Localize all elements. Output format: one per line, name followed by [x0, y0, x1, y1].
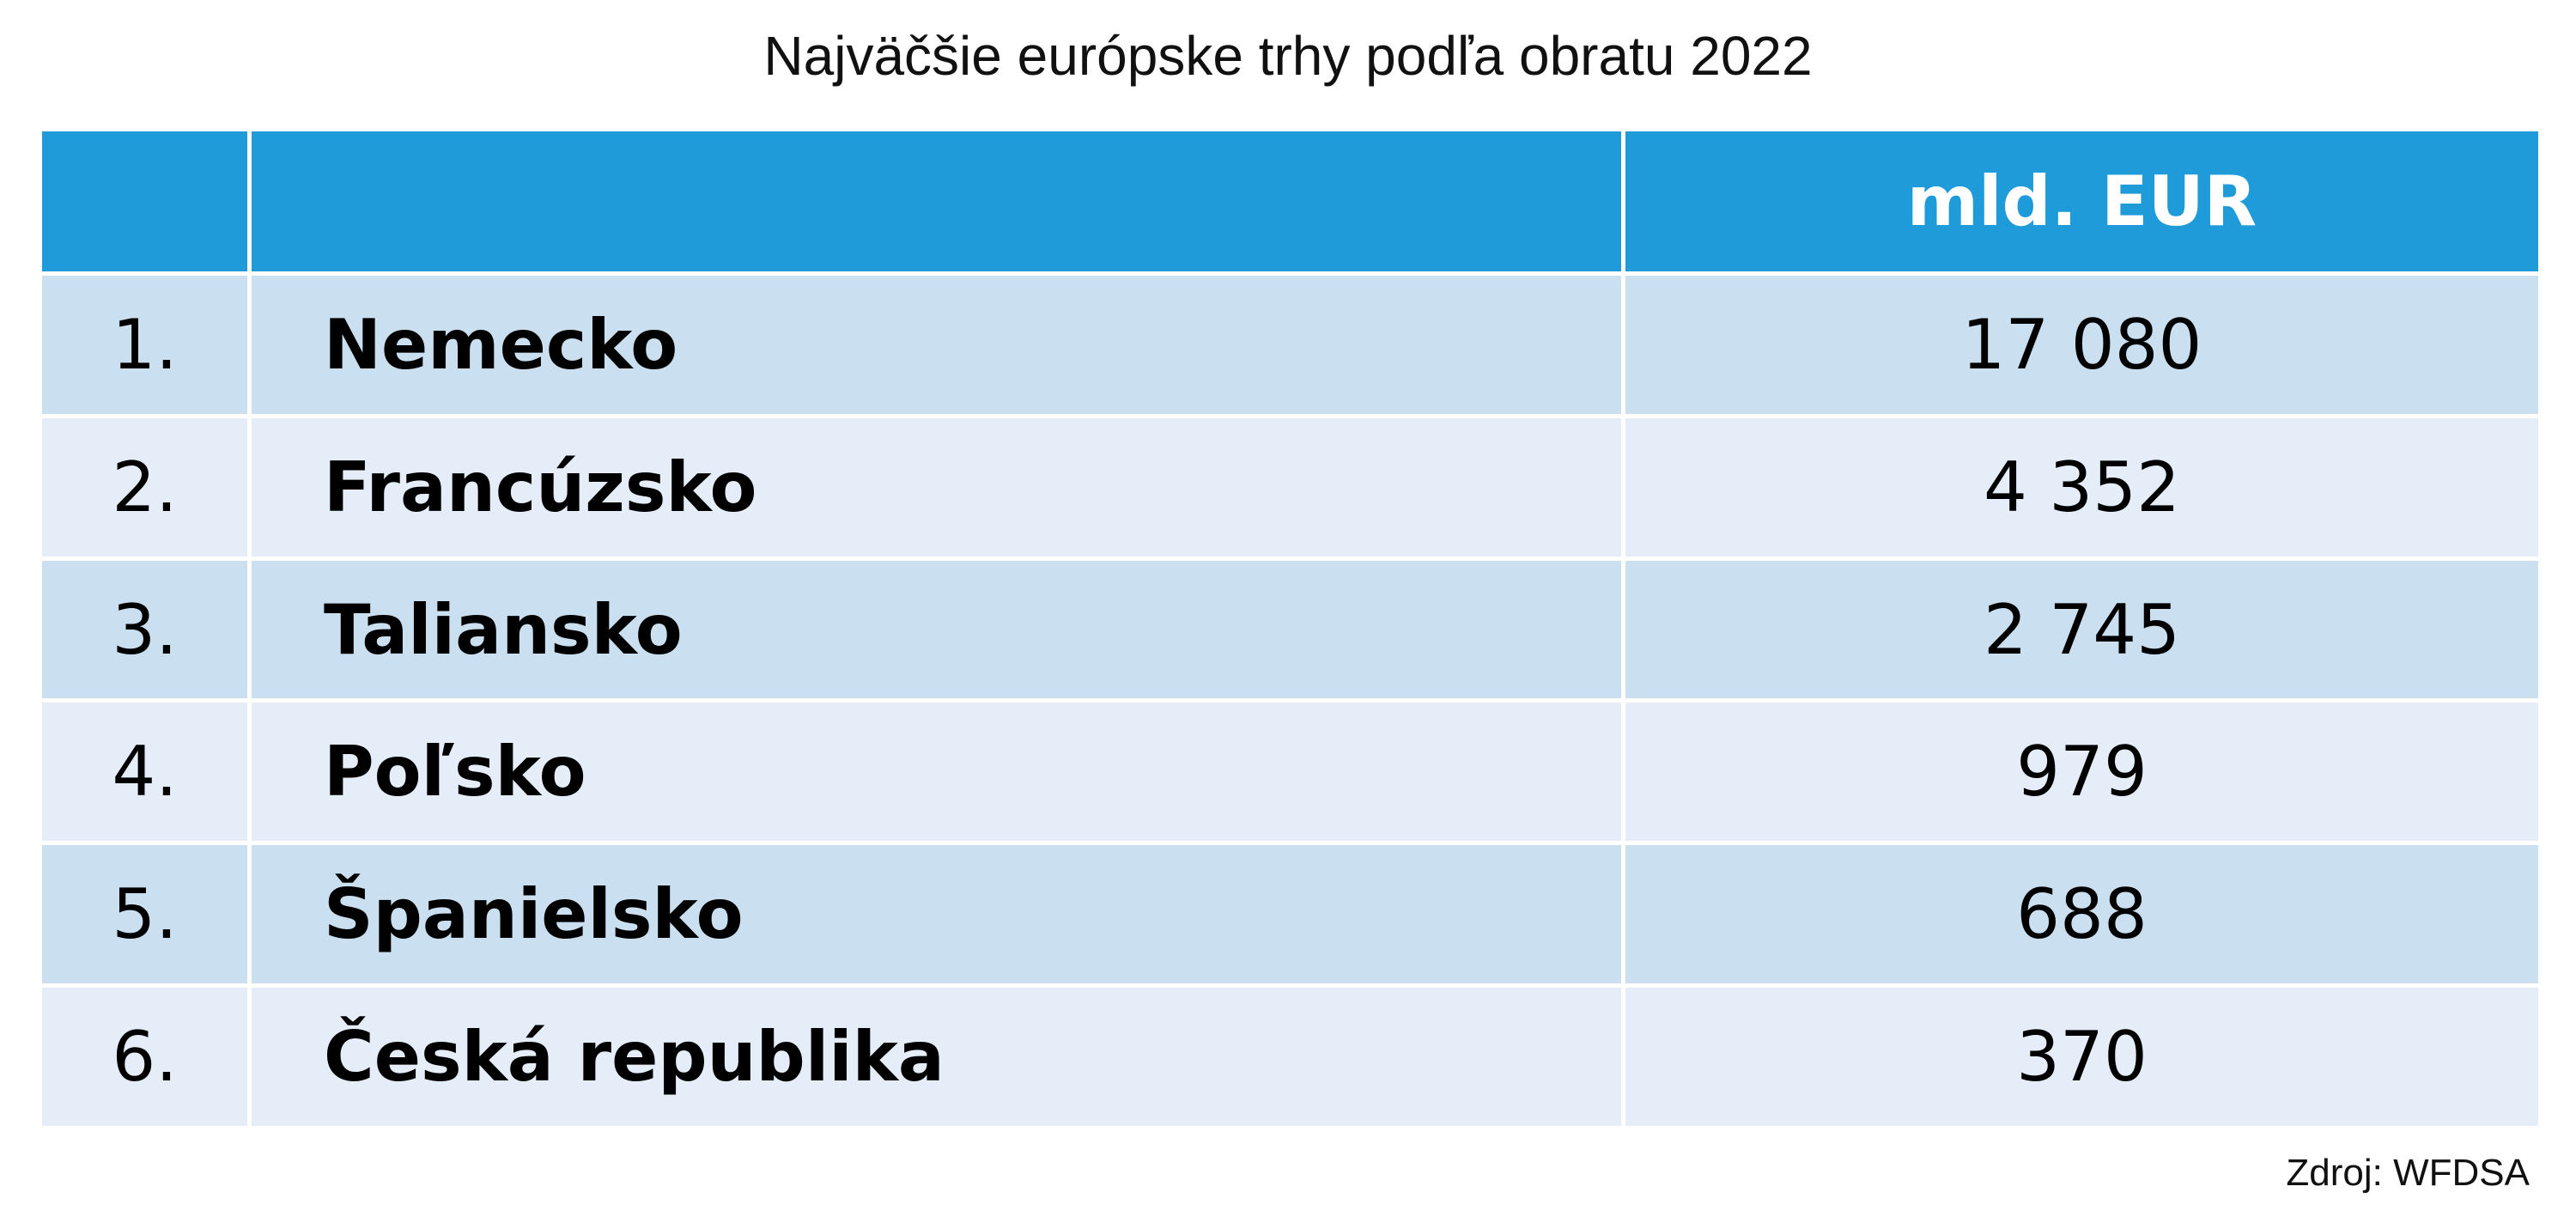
rank-cell: 1.	[38, 271, 252, 418]
value-cell: 688	[1621, 841, 2543, 989]
header-rank	[38, 127, 252, 276]
table-row: 4. Poľsko 979	[38, 698, 2543, 846]
market-table-container: mld. EUR 1. Nemecko 17 080 2. Francúzsko…	[38, 127, 2543, 1130]
value-cell: 4 352	[1621, 413, 2543, 561]
table-header-row: mld. EUR	[38, 127, 2543, 276]
value-cell: 17 080	[1621, 271, 2543, 418]
market-table: mld. EUR 1. Nemecko 17 080 2. Francúzsko…	[38, 127, 2543, 1130]
source-note: Zdroj: WFDSA	[2286, 1152, 2530, 1194]
rank-cell: 6.	[38, 983, 252, 1130]
table-row: 5. Španielsko 688	[38, 841, 2543, 989]
header-country	[247, 127, 1625, 276]
table-row: 3. Taliansko 2 745	[38, 556, 2543, 703]
country-cell: Taliansko	[247, 556, 1625, 703]
rank-cell: 4.	[38, 698, 252, 846]
country-cell: Poľsko	[247, 698, 1625, 846]
country-cell: Nemecko	[247, 271, 1625, 418]
table-row: 1. Nemecko 17 080	[38, 271, 2543, 418]
table-row: 2. Francúzsko 4 352	[38, 413, 2543, 561]
rank-cell: 3.	[38, 556, 252, 703]
country-cell: Francúzsko	[247, 413, 1625, 561]
value-cell: 979	[1621, 698, 2543, 846]
chart-title: Najväčšie európske trhy podľa obratu 202…	[763, 25, 1813, 87]
table-row: 6. Česká republika 370	[38, 983, 2543, 1130]
value-cell: 370	[1621, 983, 2543, 1130]
rank-cell: 5.	[38, 841, 252, 989]
value-cell: 2 745	[1621, 556, 2543, 703]
header-value-unit: mld. EUR	[1621, 127, 2543, 276]
country-cell: Španielsko	[247, 841, 1625, 989]
country-cell: Česká republika	[247, 983, 1625, 1130]
rank-cell: 2.	[38, 413, 252, 561]
